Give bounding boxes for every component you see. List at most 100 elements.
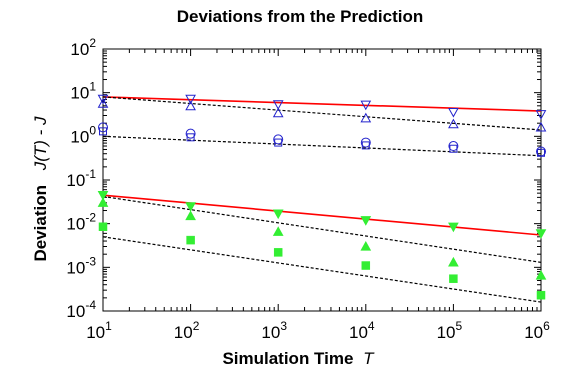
x-tick-label-base: 10 [174,323,193,342]
data-point-s4 [360,216,372,226]
data-point-s1 [448,118,459,129]
data-point-s6 [98,222,108,231]
x-tick-label-base: 10 [437,323,456,342]
data-point-s0 [97,94,109,105]
x-tick-label: 103 [261,319,287,342]
x-tick-label-exponent: 5 [456,319,463,333]
y-tick-label: 102 [70,36,96,59]
y-tick-label-base: 10 [70,40,89,59]
y-tick-label: 10-3 [66,254,96,277]
data-point-s5 [272,226,284,236]
y-tick-label: 101 [70,80,96,103]
data-point-s5 [360,240,372,251]
x-tick-label-exponent: 4 [368,319,375,333]
chart-title: Deviations from the Prediction [177,7,424,26]
y-tick-label-exponent: -4 [85,298,96,312]
x-tick-label: 106 [524,319,550,342]
y-axis-label-symbol: J(T) - J [31,116,50,171]
data-point-s3 [361,141,370,150]
y-tick-label-exponent: 2 [89,36,96,50]
data-point-s4 [97,191,109,201]
x-tick-label-base: 10 [261,323,280,342]
y-tick-label: 100 [70,123,96,146]
x-tick-label-base: 10 [349,323,368,342]
data-point-s3 [449,144,458,153]
data-point-s2 [273,134,284,145]
y-tick-label-base: 10 [66,302,85,321]
y-tick-label-base: 10 [70,84,89,103]
y-tick-label-exponent: -2 [85,211,96,225]
plot-area [97,48,547,312]
data-point-s5 [535,269,547,280]
data-point-s4 [185,202,196,212]
y-tick-label-base: 10 [66,258,85,277]
data-points [97,94,547,300]
x-axis-label-symbol: T [363,349,375,368]
y-tick-label-exponent: 1 [89,80,96,94]
data-point-s1 [272,107,284,118]
data-point-s0 [185,94,196,105]
data-point-s3 [274,138,283,147]
x-tick-label-base: 10 [524,323,543,342]
data-point-s2 [98,122,108,133]
x-tick-labels: 101 102 103 104 105 106 [86,319,550,342]
data-point-s5 [185,210,196,221]
prediction-line-0 [102,96,542,112]
x-tick-label: 102 [174,319,200,342]
data-point-s6 [361,261,371,270]
prediction-line-3 [102,194,542,236]
y-tick-label-base: 10 [70,127,89,146]
data-point-s0 [360,100,372,111]
data-point-s6 [449,274,458,283]
data-point-s3 [186,133,195,142]
y-tick-label: 10-1 [66,167,96,190]
axis-ticks [102,48,542,312]
x-tick-label: 101 [86,319,112,342]
plot-frame [102,48,542,312]
x-tick-label: 104 [349,319,375,342]
x-axis-label-main: Simulation Time [222,349,353,368]
y-tick-label-exponent: -1 [85,167,96,181]
y-tick-label-base: 10 [66,215,85,234]
data-point-s0 [448,107,459,118]
x-tick-label-exponent: 3 [280,319,287,333]
y-tick-label-exponent: 0 [89,123,96,137]
data-point-s1 [185,100,196,111]
data-point-s3 [99,127,107,136]
reference-line-4 [102,195,542,263]
fit-lines [102,96,542,303]
reference-line-1 [102,96,542,131]
y-tick-label-base: 10 [66,171,85,190]
x-tick-label-exponent: 6 [543,319,550,333]
data-point-s4 [448,222,459,233]
data-point-s1 [535,121,547,132]
x-tick-label-base: 10 [86,323,105,342]
data-point-s6 [536,290,546,300]
data-point-s4 [272,209,284,220]
x-axis-label: Simulation Time T [222,349,375,368]
y-tick-label-exponent: -3 [85,254,96,268]
data-point-s6 [186,235,195,245]
data-point-s2 [185,128,196,139]
y-tick-label: 10-2 [66,211,96,234]
y-tick-label: 10-4 [66,298,96,321]
x-tick-label: 105 [437,319,463,342]
data-point-s1 [97,98,109,108]
x-tick-label-exponent: 1 [105,319,112,333]
data-point-s0 [535,110,547,120]
data-point-s2 [360,137,371,148]
data-point-s2 [448,141,459,152]
data-point-s5 [97,197,109,207]
data-point-s6 [273,248,283,257]
y-axis-label-main: Deviation [31,185,50,262]
x-tick-label-exponent: 2 [193,319,200,333]
data-point-s1 [360,112,372,123]
data-point-s4 [535,229,547,239]
data-point-s3 [537,148,545,157]
data-point-s0 [272,100,284,110]
y-axis-label: Deviation J(T) - J [31,116,50,262]
reference-line-5 [102,236,542,303]
data-point-s5 [448,256,459,267]
